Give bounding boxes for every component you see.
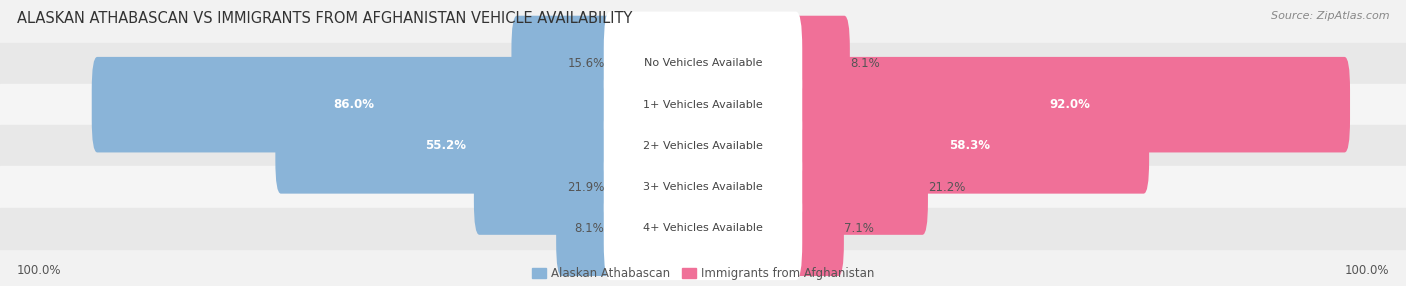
FancyBboxPatch shape [603,135,803,239]
Text: 4+ Vehicles Available: 4+ Vehicles Available [643,223,763,233]
FancyBboxPatch shape [276,98,616,194]
FancyBboxPatch shape [790,57,1350,152]
Text: 21.2%: 21.2% [928,180,966,194]
FancyBboxPatch shape [603,94,803,198]
Bar [0,166,1406,208]
Text: Source: ZipAtlas.com: Source: ZipAtlas.com [1271,11,1389,21]
Text: 8.1%: 8.1% [575,222,605,235]
Text: 15.6%: 15.6% [567,57,605,70]
FancyBboxPatch shape [474,139,616,235]
Text: 86.0%: 86.0% [333,98,374,111]
FancyBboxPatch shape [790,139,928,235]
Text: 3+ Vehicles Available: 3+ Vehicles Available [643,182,763,192]
Text: 100.0%: 100.0% [1344,265,1389,277]
Bar [0,43,1406,84]
FancyBboxPatch shape [790,180,844,276]
Text: 58.3%: 58.3% [949,139,990,152]
FancyBboxPatch shape [603,53,803,156]
Bar [0,84,1406,125]
Text: 92.0%: 92.0% [1050,98,1091,111]
Text: 100.0%: 100.0% [17,265,62,277]
Bar [0,125,1406,166]
Text: 7.1%: 7.1% [844,222,873,235]
Text: 21.9%: 21.9% [567,180,605,194]
Text: 8.1%: 8.1% [849,57,880,70]
FancyBboxPatch shape [603,12,803,115]
FancyBboxPatch shape [512,16,616,111]
FancyBboxPatch shape [557,180,616,276]
Text: 1+ Vehicles Available: 1+ Vehicles Available [643,100,763,110]
Text: 2+ Vehicles Available: 2+ Vehicles Available [643,141,763,151]
Text: ALASKAN ATHABASCAN VS IMMIGRANTS FROM AFGHANISTAN VEHICLE AVAILABILITY: ALASKAN ATHABASCAN VS IMMIGRANTS FROM AF… [17,11,633,26]
FancyBboxPatch shape [603,176,803,280]
FancyBboxPatch shape [91,57,616,152]
FancyBboxPatch shape [790,98,1149,194]
Legend: Alaskan Athabascan, Immigrants from Afghanistan: Alaskan Athabascan, Immigrants from Afgh… [531,267,875,280]
Text: 55.2%: 55.2% [425,139,465,152]
FancyBboxPatch shape [790,16,849,111]
Text: No Vehicles Available: No Vehicles Available [644,59,762,68]
Bar [0,208,1406,249]
